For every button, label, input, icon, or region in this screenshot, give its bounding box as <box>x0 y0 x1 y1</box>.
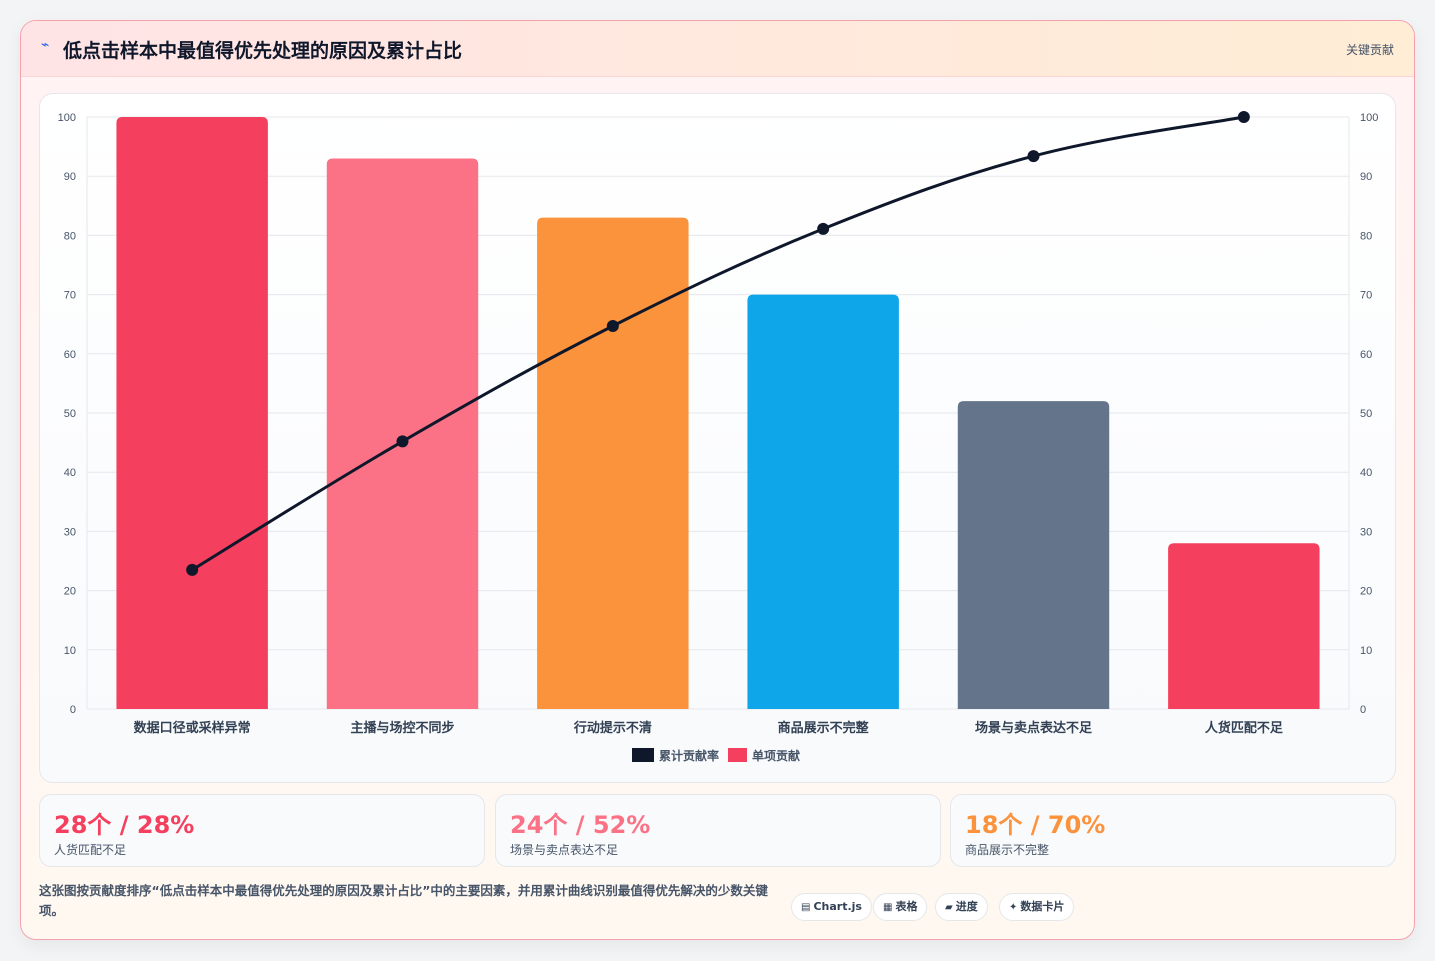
pill-datacard[interactable]: ✦ 数据卡片 <box>999 893 1075 921</box>
plot-area: 0 0 10 10 20 20 30 30 40 40 50 50 60 60 70 70 80 80 90 90 10… <box>39 93 1396 783</box>
y2-tick-label: 60 <box>1360 349 1372 361</box>
y2-tick-label: 100 <box>1360 112 1378 124</box>
chart-icon: ▤ <box>801 902 811 913</box>
bar-3 <box>537 217 689 709</box>
cumulative-point-6 <box>1237 111 1250 123</box>
cumulative-point-1 <box>186 563 199 576</box>
y2-tick-label: 70 <box>1360 290 1372 302</box>
y2-tick-label: 20 <box>1360 586 1372 598</box>
card-icon: ✦ <box>1009 902 1018 913</box>
cumulative-line <box>191 115 1245 572</box>
pill-label: Chart.js <box>813 900 862 913</box>
pareto-chart: 0 0 10 10 20 20 30 30 40 40 50 50 60 60 70 70 80 80 90 90 10… <box>58 111 1378 763</box>
legend-swatch-single <box>728 748 747 762</box>
pill-label: 表格 <box>895 900 918 913</box>
y-tick-label: 100 <box>58 112 76 124</box>
y2-tick-label: 0 <box>1360 704 1366 716</box>
y-tick-label: 10 <box>64 645 76 657</box>
x-tick-label: 数据口径或采样异常 <box>134 720 251 736</box>
y-tick-label: 70 <box>64 290 76 302</box>
x-tick-label: 场景与卖点表达不足 <box>975 720 1093 736</box>
y-tick-label: 90 <box>64 171 76 183</box>
legend-label: 单项贡献 <box>752 748 800 763</box>
stat-value: 18个 / 70% <box>965 811 1106 839</box>
y-tick-label: 60 <box>64 349 76 361</box>
stat-card-3: 18个 / 70% 商品展示不完整 <box>950 794 1396 867</box>
stat-label: 人货匹配不足 <box>54 843 127 857</box>
pill-progress[interactable]: ▰ 进度 <box>935 893 988 921</box>
bar-4 <box>747 294 899 709</box>
y2-tick-label: 30 <box>1360 526 1372 538</box>
card-header: ⌁ 低点击样本中最值得优先处理的原因及累计占比 关键贡献 <box>21 21 1414 77</box>
y-tick-label: 0 <box>70 704 76 716</box>
stat-value: 24个 / 52% <box>510 811 651 839</box>
bar-5 <box>957 401 1110 709</box>
y2-tick-label: 90 <box>1360 171 1372 183</box>
stat-value: 28个 / 28% <box>54 811 195 839</box>
legend-swatch-cumulative <box>632 748 654 762</box>
stat-card-2: 24个 / 52% 场景与卖点表达不足 <box>495 794 941 867</box>
y-tick-label: 50 <box>64 408 76 420</box>
y2-tick-label: 50 <box>1360 408 1372 420</box>
x-tick-label: 人货匹配不足 <box>1205 720 1284 736</box>
cumulative-point-2 <box>396 435 409 448</box>
header-tag: 关键贡献 <box>1345 43 1394 57</box>
cumulative-point-3 <box>606 319 619 332</box>
cumulative-point-5 <box>1027 150 1040 163</box>
cumulative-point-4 <box>817 222 830 235</box>
chart-card: ⌁ 低点击样本中最值得优先处理的原因及累计占比 关键贡献 0 0 10 10 20 20 3… <box>20 20 1415 940</box>
y-tick-label: 40 <box>64 467 76 479</box>
chart-title: 低点击样本中最值得优先处理的原因及累计占比 <box>63 40 463 62</box>
x-tick-label: 行动提示不清 <box>573 720 652 736</box>
pill-label: 数据卡片 <box>1020 900 1065 913</box>
stat-label: 商品展示不完整 <box>965 843 1050 857</box>
progress-icon: ▰ <box>945 902 953 913</box>
pill-label: 进度 <box>955 900 978 913</box>
y-tick-label: 20 <box>64 586 76 598</box>
bar-2 <box>326 158 479 709</box>
legend-label: 累计贡献率 <box>659 748 719 763</box>
table-icon: ▦ <box>883 902 893 913</box>
pill-chartjs[interactable]: ▤ Chart.js <box>791 893 872 921</box>
lightning-icon: ⌁ <box>41 37 50 53</box>
x-tick-label: 主播与场控不同步 <box>350 720 454 736</box>
y2-tick-label: 80 <box>1360 230 1372 242</box>
x-tick-label: 商品展示不完整 <box>778 720 870 736</box>
bar-6 <box>1168 543 1320 709</box>
stat-label: 场景与卖点表达不足 <box>510 843 619 857</box>
y2-tick-label: 10 <box>1360 645 1372 657</box>
bar-1 <box>116 117 268 709</box>
y2-tick-label: 40 <box>1360 467 1372 479</box>
pill-table[interactable]: ▦ 表格 <box>873 893 928 921</box>
chart-description: 这张图按贡献度排序“低点击样本中最值得优先处理的原因及累计占比”中的主要因素，并… <box>39 883 768 918</box>
y-tick-label: 30 <box>64 526 76 538</box>
y-tick-label: 80 <box>64 230 76 242</box>
stat-card-1: 28个 / 28% 人货匹配不足 <box>39 794 485 867</box>
